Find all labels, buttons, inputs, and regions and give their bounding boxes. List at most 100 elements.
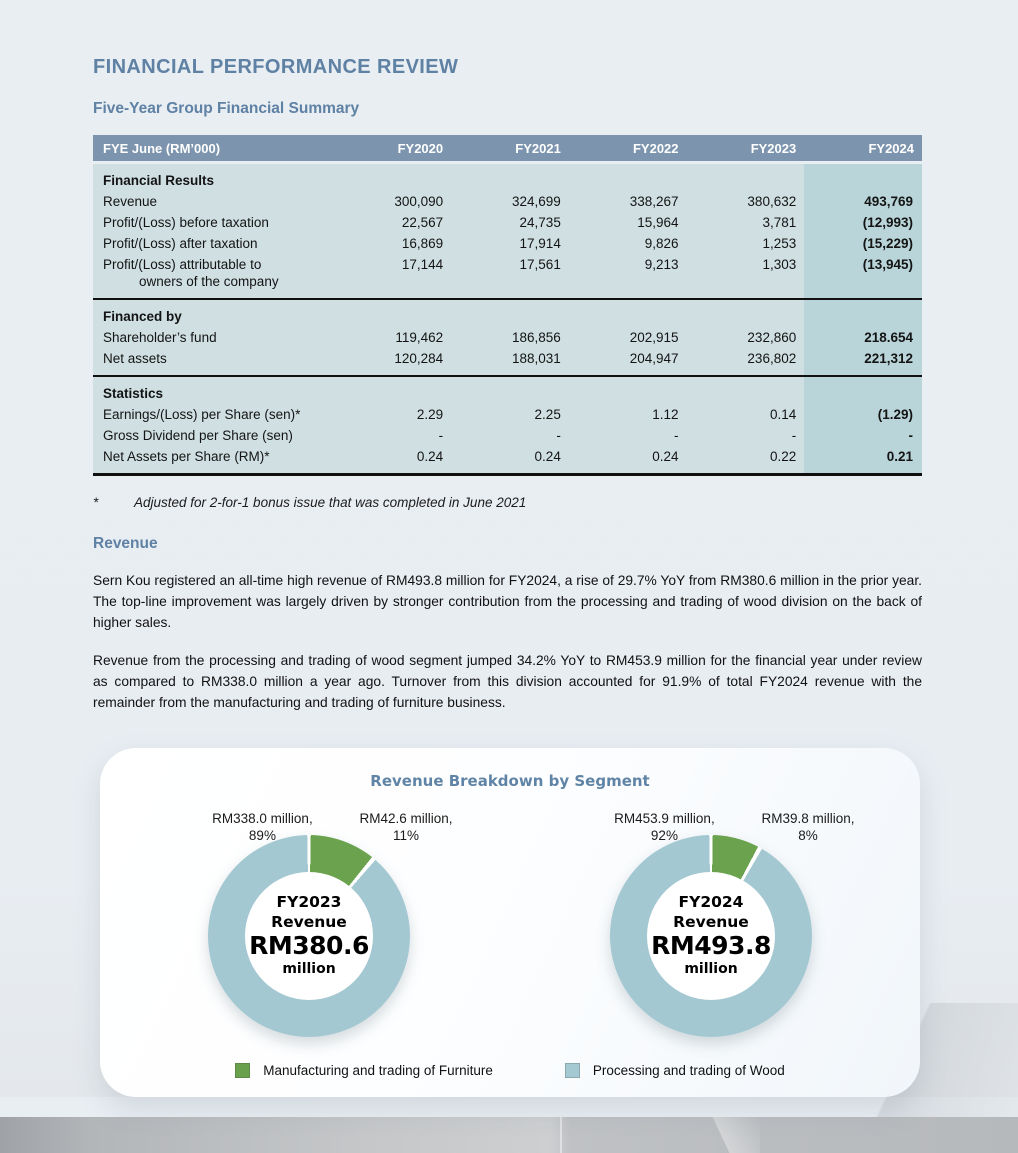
table-header-fy2021: FY2021 <box>451 135 569 164</box>
footnote-text: Adjusted for 2-for-1 bonus issue that wa… <box>134 495 527 510</box>
donut-center-unit-fy2023: million <box>282 960 336 977</box>
row-value: (13,945) <box>804 254 922 300</box>
charts-row: RM338.0 million, 89% RM42.6 million, 11%… <box>100 810 920 1037</box>
row-value: 380,632 <box>686 191 805 212</box>
table-header-row: FYE June (RM’000) FY2020 FY2021 FY2022 F… <box>93 135 922 164</box>
table-section-title-row: Statistics <box>93 376 922 404</box>
revenue-heading: Revenue <box>93 535 158 552</box>
row-value: 338,267 <box>568 191 687 212</box>
row-value: 3,781 <box>686 212 805 233</box>
table-section-title-row: Financial Results <box>93 162 922 191</box>
table-header-label: FYE June (RM’000) <box>93 135 334 164</box>
row-label: Net Assets per Share (RM)* <box>93 446 334 476</box>
page-title: FINANCIAL PERFORMANCE REVIEW <box>93 56 459 78</box>
row-label: Profit/(Loss) after taxation <box>93 233 334 254</box>
revenue-paragraph-2: Revenue from the processing and trading … <box>93 653 922 711</box>
row-value: - <box>568 425 687 446</box>
row-value: 0.14 <box>686 404 805 425</box>
table-row: Net Assets per Share (RM)* 0.24 0.24 0.24 0.… <box>93 446 922 476</box>
chart-legend: Manufacturing and trading of Furniture P… <box>100 1062 920 1078</box>
section-title-highlight-cell <box>804 376 922 404</box>
row-value: 17,144 <box>333 254 452 300</box>
row-value: (1.29) <box>804 404 922 425</box>
row-value: 221,312 <box>804 348 922 377</box>
section-title-highlight-cell <box>804 162 922 191</box>
donut-center-amount-fy2024: RM493.8 <box>651 931 771 961</box>
five-year-summary-table: FYE June (RM’000) FY2020 FY2021 FY2022 F… <box>93 135 922 476</box>
row-value: - <box>451 425 569 446</box>
chart-card-title: Revenue Breakdown by Segment <box>370 771 650 790</box>
bottom-band-diagonal <box>690 1117 760 1153</box>
bottom-decoration-band <box>0 1117 1018 1153</box>
legend-item-furniture: Manufacturing and trading of Furniture <box>235 1062 493 1078</box>
row-value: 202,915 <box>568 327 687 348</box>
table-header-fy2024: FY2024 <box>804 135 922 164</box>
footnote: * Adjusted for 2-for-1 bonus issue that … <box>93 495 925 510</box>
row-value: 0.24 <box>568 446 687 476</box>
row-value: 24,735 <box>451 212 569 233</box>
bottom-band-seam <box>560 1117 562 1153</box>
table-row: Profit/(Loss) before taxation 22,567 24,73… <box>93 212 922 233</box>
row-value: 186,856 <box>451 327 569 348</box>
row-value: (12,993) <box>804 212 922 233</box>
furniture-segment-value-fy2023: RM42.6 million, <box>359 810 453 826</box>
wood-segment-label-fy2023: RM338.0 million, 89% <box>115 810 410 845</box>
row-value: 188,031 <box>451 348 569 377</box>
row-value: 0.22 <box>686 446 805 476</box>
row-value: 218.654 <box>804 327 922 348</box>
donut-center-caption-fy2024: Revenue <box>673 912 749 931</box>
row-value: - <box>333 425 452 446</box>
row-value: - <box>686 425 805 446</box>
table-row: Revenue 300,090 324,699 338,267 380,632 493,7… <box>93 191 922 212</box>
row-label: Earnings/(Loss) per Share (sen)* <box>93 404 334 425</box>
table-row: Gross Dividend per Share (sen) - - - - - <box>93 425 922 446</box>
furniture-legend-label: Manufacturing and trading of Furniture <box>263 1062 493 1078</box>
row-value: 236,802 <box>686 348 805 377</box>
donut-ring-fy2024: FY2024 Revenue RM493.8 million <box>610 834 812 1037</box>
table-header-fy2023: FY2023 <box>686 135 805 164</box>
row-label: Net assets <box>93 348 334 377</box>
donut-center-fy2023: FY2023 Revenue RM380.6 million <box>245 871 373 1000</box>
report-page-content: FINANCIAL PERFORMANCE REVIEW Five-Year G… <box>0 56 1018 1097</box>
row-value: 2.29 <box>333 404 452 425</box>
section-title: Financed by <box>93 299 805 327</box>
section-title: Financial Results <box>93 162 805 191</box>
row-value: 2.25 <box>451 404 569 425</box>
row-value: 1,253 <box>686 233 805 254</box>
legend-item-wood: Processing and trading of Wood <box>564 1062 785 1078</box>
row-label: Profit/(Loss) attributable to owners of t… <box>93 254 334 300</box>
table-row: Profit/(Loss) attributable to owners of t… <box>93 254 922 300</box>
row-value: 17,914 <box>451 233 569 254</box>
wood-segment-value-fy2024: RM453.9 million, <box>614 810 715 826</box>
row-value: 17,561 <box>451 254 569 300</box>
row-value: 1.12 <box>568 404 687 425</box>
row-value: 120,284 <box>333 348 452 377</box>
row-value: 204,947 <box>568 348 687 377</box>
table-title: Five-Year Group Financial Summary <box>93 100 360 117</box>
row-value: 0.24 <box>451 446 569 476</box>
row-value: 9,213 <box>568 254 687 300</box>
chart-labels-fy2024: RM453.9 million, 92% RM39.8 million, 8% <box>517 810 905 846</box>
row-value: 9,826 <box>568 233 687 254</box>
row-value: 0.21 <box>804 446 922 476</box>
donut-center-unit-fy2024: million <box>684 960 738 977</box>
donut-center-fy2024: FY2024 Revenue RM493.8 million <box>647 871 775 1000</box>
donut-center-amount-fy2023: RM380.6 <box>249 931 369 961</box>
donut-chart-fy2023: RM338.0 million, 89% RM42.6 million, 11%… <box>115 810 503 1037</box>
furniture-segment-label-fy2024: RM39.8 million, 8% <box>711 810 905 845</box>
wood-legend-swatch <box>564 1062 580 1078</box>
row-value: (15,229) <box>804 233 922 254</box>
donut-center-caption-fy2023: Revenue <box>271 912 347 931</box>
revenue-paragraph-1: Sern Kou registered an all-time high rev… <box>93 573 922 631</box>
row-value: 324,699 <box>451 191 569 212</box>
footnote-marker: * <box>93 495 99 510</box>
wood-segment-pct-fy2023: 89% <box>248 828 276 844</box>
row-value: 300,090 <box>333 191 452 212</box>
donut-center-year-fy2024: FY2024 <box>678 893 744 912</box>
row-label: Shareholder’s fund <box>93 327 334 348</box>
donut-chart-fy2024: RM453.9 million, 92% RM39.8 million, 8% … <box>517 810 905 1037</box>
furniture-segment-pct-fy2024: 8% <box>798 828 818 844</box>
furniture-segment-pct-fy2023: 11% <box>392 828 420 844</box>
wood-legend-label: Processing and trading of Wood <box>592 1062 785 1078</box>
table-row: Profit/(Loss) after taxation 16,869 17,914… <box>93 233 922 254</box>
